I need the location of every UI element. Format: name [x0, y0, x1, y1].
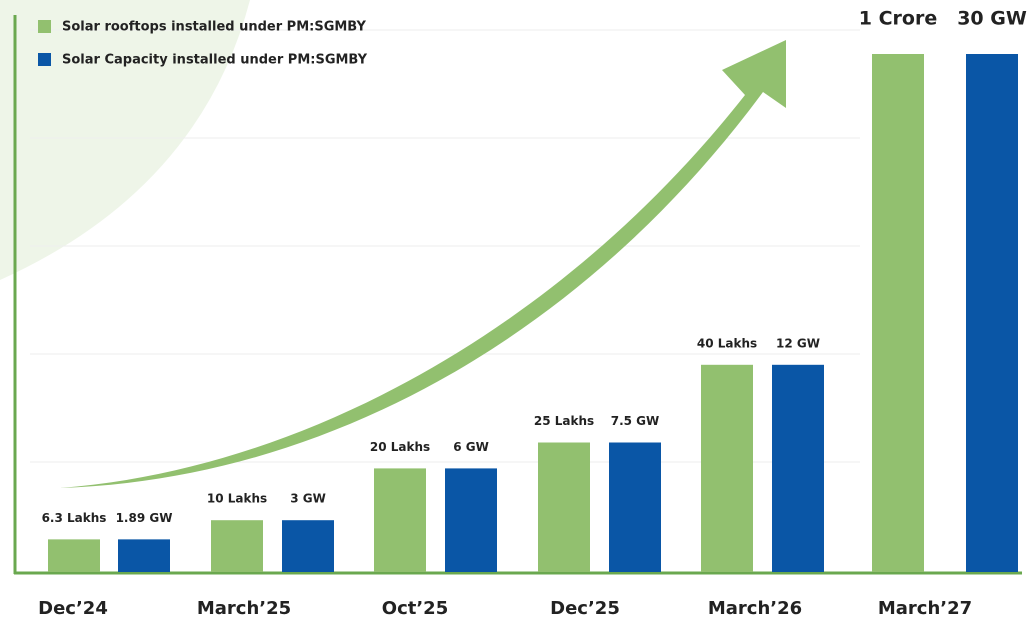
- value-label: 25 Lakhs: [534, 414, 594, 428]
- bar: [872, 54, 924, 572]
- background-shape: [0, 0, 250, 280]
- x-tick-label: March’26: [708, 598, 802, 619]
- x-tick-label: Dec’24: [38, 598, 108, 619]
- bar: [374, 468, 426, 572]
- bar: [772, 364, 824, 572]
- value-label: 40 Lakhs: [697, 336, 757, 350]
- legend-swatch: [38, 53, 51, 66]
- bar: [211, 520, 263, 572]
- value-label: 6.3 Lakhs: [42, 511, 107, 525]
- x-tick-label: March’27: [878, 598, 972, 619]
- bar: [538, 442, 590, 572]
- x-tick-label: Oct’25: [382, 598, 448, 619]
- bar: [48, 539, 100, 572]
- value-label: 6 GW: [453, 440, 489, 454]
- value-label: 20 Lakhs: [370, 440, 430, 454]
- value-label: 7.5 GW: [611, 414, 660, 428]
- bar: [282, 520, 334, 572]
- value-label: 10 Lakhs: [207, 492, 267, 506]
- bar: [609, 442, 661, 572]
- bar: [118, 539, 170, 572]
- value-label: 12 GW: [776, 336, 820, 350]
- legend-label: Solar Capacity installed under PM:SGMBY: [62, 53, 368, 68]
- legend-label: Solar rooftops installed under PM:SGMBY: [62, 20, 366, 35]
- value-label: 1.89 GW: [116, 511, 173, 525]
- legend-swatch: [38, 20, 51, 33]
- value-label: 30 GW: [957, 8, 1027, 30]
- bar: [701, 364, 753, 572]
- x-tick-label: Dec’25: [550, 598, 620, 619]
- value-label: 3 GW: [290, 492, 326, 506]
- bar: [966, 54, 1018, 572]
- value-label: 1 Crore: [859, 8, 937, 30]
- x-tick-label: March’25: [197, 598, 291, 619]
- bar: [445, 468, 497, 572]
